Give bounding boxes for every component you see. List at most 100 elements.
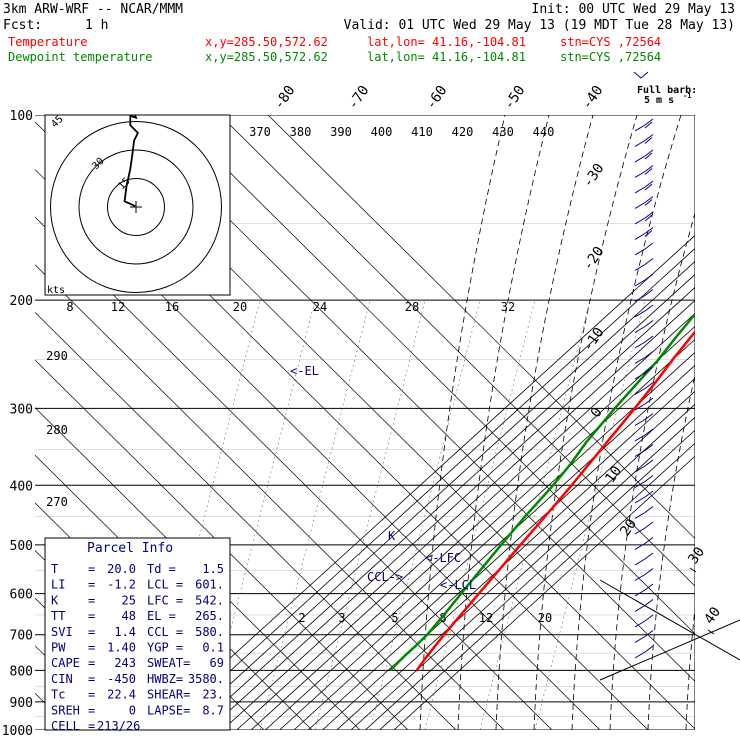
mixing-ratio-line (259, 300, 371, 730)
wind-barb (644, 320, 654, 327)
wind-barb (644, 258, 654, 265)
parcel-eq: = (88, 688, 95, 702)
mixing-ratio-label: 20 (233, 300, 247, 314)
temperature-latlon: lat,lon= 41.16,-104.81 (367, 35, 526, 49)
pressure-tick-300: 300 (10, 402, 33, 417)
isotherm-line (207, 286, 695, 730)
wind-barb (644, 630, 654, 637)
parcel-value: -450 (107, 672, 136, 686)
wind-barb (634, 636, 646, 643)
forecast-label: Fcst: (3, 18, 42, 33)
wind-barb (634, 171, 646, 178)
wind-speed-tick-40 (707, 629, 715, 635)
wind-barb (634, 124, 646, 132)
wind-barb (644, 614, 654, 622)
mixing-ratio-label-low: 5 (391, 611, 398, 625)
parcel-value: 22.4 (107, 688, 136, 702)
isotherm-line (293, 364, 695, 730)
dry-adiabat-line (171, 115, 695, 635)
wind-barb (644, 599, 654, 606)
wind-barb (644, 227, 654, 234)
hodograph-units: kts (47, 285, 65, 296)
parcel-info-panel: Parcel Info T = 20.0 Td = 1.5 LI = -1.2 LCL = 601… (44, 537, 231, 733)
temperature-tick--50: -50 (501, 83, 529, 113)
theta-e-label: 390 (330, 125, 352, 139)
wind-barb (634, 481, 646, 488)
mixing-ratio-label: 8 (66, 300, 73, 314)
parcel-info-title: Parcel Info (87, 541, 173, 556)
hodograph-frame (44, 114, 231, 296)
wind-barb (634, 558, 646, 566)
temperature-station: stn=CYS ,72564 (560, 35, 661, 49)
moist-adiabat-line (647, 373, 695, 730)
wind-barb (644, 152, 653, 160)
wind-barb (644, 583, 654, 591)
mixing-ratio-label-low: 12 (479, 611, 493, 625)
parcel-key-2: YGP = (147, 641, 183, 655)
wind-barb (644, 289, 654, 296)
parcel-value-2: 3580. (188, 672, 224, 686)
dewpoint-xy: x,y=285.50,572.62 (205, 50, 328, 64)
isotherm-line (307, 377, 695, 730)
parcel-value: 48 (122, 609, 136, 623)
isotherm-line (336, 403, 695, 730)
wind-barb (644, 397, 654, 405)
isotherm-line (165, 247, 695, 730)
wind-barb (634, 512, 646, 519)
isotherm-line (236, 312, 695, 730)
el-label: <-EL (290, 364, 319, 378)
wind-barb (634, 326, 646, 333)
wind-barb (644, 273, 654, 281)
wind-barb (644, 168, 653, 175)
parcel-eq: = (88, 578, 95, 592)
wind-barb (644, 521, 654, 529)
dry-adiabat-line (219, 115, 695, 587)
dewpoint-station: stn=CYS ,72564 (560, 50, 661, 64)
wind-barb (634, 388, 646, 395)
pressure-tick-1000: 1000 (2, 724, 33, 739)
pressure-tick-600: 600 (10, 588, 33, 603)
parcel-value-2: 601. (195, 578, 224, 592)
full-barb-value: 5 m s (644, 95, 674, 106)
wind-barb (644, 165, 654, 172)
wind-barb (644, 121, 653, 129)
moist-adiabat-line (457, 115, 550, 730)
wind-barb (644, 242, 654, 250)
wind-barb-top (633, 71, 649, 79)
theta-e-label: 370 (249, 125, 271, 139)
temperature-tick--80: -80 (271, 83, 299, 113)
parcel-key: T (51, 562, 58, 576)
temperature-profile (415, 329, 695, 672)
mixing-ratio-line (369, 300, 481, 730)
isotherm-line (379, 442, 695, 730)
wind-barb (644, 351, 654, 358)
isotherm-line (193, 273, 695, 730)
wind-barb (644, 211, 654, 219)
model-title: 3km ARW-WRF -- NCAR/MMM (3, 2, 183, 17)
wind-barb (634, 202, 646, 209)
wind-speed-axis-line (599, 579, 740, 661)
wind-barb (644, 490, 654, 498)
wind-barb (634, 140, 646, 147)
parcel-eq: = (88, 656, 95, 670)
wind-barb (634, 620, 646, 628)
wind-barb (634, 155, 646, 163)
temperature-tick--60: -60 (423, 83, 451, 113)
isotherm-line (250, 325, 695, 730)
parcel-key-2: LFC = (147, 593, 183, 607)
mixing-ratio-label: 28 (405, 300, 419, 314)
full-barb-title: Full barb: (637, 85, 697, 96)
hodograph-ring-15 (107, 178, 165, 236)
wind-speed-tick-30 (689, 567, 697, 573)
dry-adiabat-label: 270 (46, 495, 68, 509)
mixing-ratio-label: 16 (165, 300, 179, 314)
wind-barb (644, 475, 654, 482)
wind-barb (634, 295, 646, 302)
theta-e-label: 410 (411, 125, 433, 139)
isotherm-line (179, 260, 695, 730)
dewpoint-profile (389, 312, 695, 672)
wind-barb (644, 180, 654, 188)
parcel-eq: = (88, 593, 95, 607)
wind-barb (644, 413, 654, 420)
